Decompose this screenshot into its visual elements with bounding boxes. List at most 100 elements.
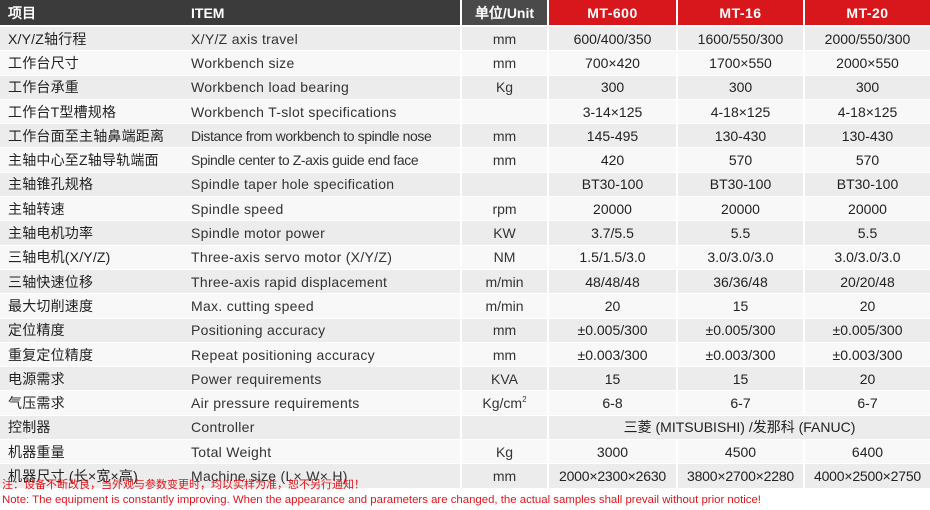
row-value-mt-600: 15	[547, 367, 676, 392]
row-label-en: Air pressure requirements	[184, 391, 460, 416]
row-value-mt-600: 20	[547, 294, 676, 319]
row-value-mt-600: 1.5/1.5/3.0	[547, 245, 676, 270]
table-row: 三轴电机(X/Y/Z) Three-axis servo motor (X/Y/Z…	[0, 245, 930, 270]
row-value-mt-20: 130-430	[803, 124, 930, 149]
row-value-mt-16: 300	[676, 75, 803, 100]
row-unit: mm	[460, 124, 547, 149]
row-label-en: Three-axis rapid displacement	[184, 269, 460, 295]
table-row: 机器尺寸 (长×宽×高) Machine size (L× W× H) mm 2000…	[0, 464, 930, 489]
row-value-merged: 三菱 (MITSUBISHI) /发那科 (FANUC)	[547, 415, 930, 441]
row-value-mt-600: 20000	[547, 197, 676, 222]
row-label-en: Max. cutting speed	[184, 294, 460, 319]
table-row: 电源需求 Power requirements KVA 15 15 20	[0, 367, 930, 392]
row-value-mt-20: 20	[803, 367, 930, 392]
row-label-cn: 最大切削速度	[0, 294, 184, 319]
row-unit: mm	[460, 342, 547, 368]
row-value-mt-16: 4-18×125	[676, 99, 803, 125]
row-label-en: Spindle taper hole specification	[184, 172, 460, 198]
table-row: 主轴中心至Z轴导轨端面 Spindle center to Z-axis guid…	[0, 148, 930, 173]
row-value-mt-16: 5.5	[676, 221, 803, 246]
row-label-en: Spindle center to Z-axis guide end face	[184, 148, 460, 173]
row-value-mt-600: 3.7/5.5	[547, 221, 676, 246]
row-value-mt-16: ±0.003/300	[676, 342, 803, 368]
table-row: 主轴锥孔规格 Spindle taper hole specification BT…	[0, 172, 930, 198]
row-value-mt-20: 6400	[803, 440, 930, 465]
row-label-cn: 重复定位精度	[0, 342, 184, 368]
row-value-mt-20: 4000×2500×2750	[803, 464, 930, 489]
row-unit	[460, 99, 547, 125]
row-value-mt-16: 15	[676, 294, 803, 319]
row-label-cn: 主轴中心至Z轴导轨端面	[0, 148, 184, 173]
row-label-en: Total Weight	[184, 440, 460, 465]
row-value-mt-600: 700×420	[547, 51, 676, 76]
row-label-en: Positioning accuracy	[184, 318, 460, 343]
table-row: 工作台承重 Workbench load bearing Kg 300 300 300	[0, 75, 930, 100]
unit-base: Kg/cm	[482, 395, 523, 412]
table-row: 控制器 Controller 三菱 (MITSUBISHI) /发那科 (FANUC…	[0, 415, 930, 441]
row-unit	[460, 415, 547, 441]
row-label-cn: 电源需求	[0, 367, 184, 392]
row-label-en: Spindle speed	[184, 197, 460, 222]
row-value-mt-16: 6-7	[676, 391, 803, 416]
row-value-mt-16: 3.0/3.0/3.0	[676, 245, 803, 270]
row-label-cn: 三轴电机(X/Y/Z)	[0, 245, 184, 270]
row-value-mt-20: 300	[803, 75, 930, 100]
row-unit: KW	[460, 221, 547, 246]
table-row: 最大切削速度 Max. cutting speed m/min 20 15 20	[0, 294, 930, 319]
row-value-mt-600: 420	[547, 148, 676, 173]
row-value-mt-16: 20000	[676, 197, 803, 222]
row-unit: mm	[460, 464, 547, 489]
table-row: X/Y/Z轴行程 X/Y/Z axis travel mm 600/400/350 16…	[0, 27, 930, 52]
row-value-mt-20: 570	[803, 148, 930, 173]
row-value-mt-16: 36/36/48	[676, 269, 803, 295]
row-value-mt-600: 3000	[547, 440, 676, 465]
row-unit: rpm	[460, 197, 547, 222]
unit-superscript: 2	[522, 395, 527, 405]
row-value-mt-20: ±0.003/300	[803, 342, 930, 368]
row-value-mt-20: 2000×550	[803, 51, 930, 76]
row-unit: Kg	[460, 75, 547, 100]
header-model-mt-16: MT-16	[676, 0, 803, 27]
row-value-mt-20: ±0.005/300	[803, 318, 930, 343]
row-unit: mm	[460, 318, 547, 343]
row-label-cn: 工作台T型槽规格	[0, 99, 184, 125]
row-unit	[460, 172, 547, 198]
row-label-en: Repeat positioning accuracy	[184, 342, 460, 368]
table-row: 机器重量 Total Weight Kg 3000 4500 6400	[0, 440, 930, 465]
row-unit: KVA	[460, 367, 547, 392]
note-cn: 注：设备不断改良，当外观与参数变更时，均以实样为准，恕不另行通知！	[2, 479, 365, 491]
row-value-mt-16: 130-430	[676, 124, 803, 149]
table-row: 定位精度 Positioning accuracy mm ±0.005/300 ±0.0…	[0, 318, 930, 343]
row-label-cn: 机器尺寸 (长×宽×高)	[0, 464, 184, 489]
row-label-en: Distance from workbench to spindle nose	[184, 124, 460, 149]
header-cn: 项目	[0, 0, 184, 27]
row-label-cn: 工作台面至主轴鼻端距离	[0, 124, 184, 149]
row-label-cn: X/Y/Z轴行程	[0, 27, 184, 52]
header-model-mt-20: MT-20	[803, 0, 930, 27]
row-label-en: Power requirements	[184, 367, 460, 392]
row-value-mt-16: 3800×2700×2280	[676, 464, 803, 489]
row-label-en: Workbench size	[184, 51, 460, 76]
row-label-en: X/Y/Z axis travel	[184, 27, 460, 52]
table-row: 主轴转速 Spindle speed rpm 20000 20000 20000	[0, 197, 930, 222]
row-value-mt-20: 20000	[803, 197, 930, 222]
row-label-en: Workbench load bearing	[184, 75, 460, 100]
row-value-mt-600: 145-495	[547, 124, 676, 149]
row-value-mt-20: BT30-100	[803, 172, 930, 198]
row-unit: Kg/cm2	[460, 391, 547, 416]
header-model-mt-600: MT-600	[547, 0, 676, 27]
row-value-mt-16: 1700×550	[676, 51, 803, 76]
row-label-cn: 主轴转速	[0, 197, 184, 222]
header-unit: 单位/Unit	[460, 0, 547, 27]
table-header-row: 项目 ITEM 单位/Unit MT-600 MT-16 MT-20	[0, 0, 930, 27]
row-value-mt-20: 5.5	[803, 221, 930, 246]
row-label-en: Workbench T-slot specifications	[184, 99, 460, 125]
row-label-cn: 三轴快速位移	[0, 269, 184, 295]
row-value-mt-600: 600/400/350	[547, 27, 676, 52]
row-value-mt-16: 4500	[676, 440, 803, 465]
row-value-mt-20: 3.0/3.0/3.0	[803, 245, 930, 270]
row-label-cn: 工作台尺寸	[0, 51, 184, 76]
row-label-en: Machine size (L× W× H)	[184, 464, 460, 489]
row-value-mt-20: 2000/550/300	[803, 27, 930, 52]
row-value-mt-600: 6-8	[547, 391, 676, 416]
